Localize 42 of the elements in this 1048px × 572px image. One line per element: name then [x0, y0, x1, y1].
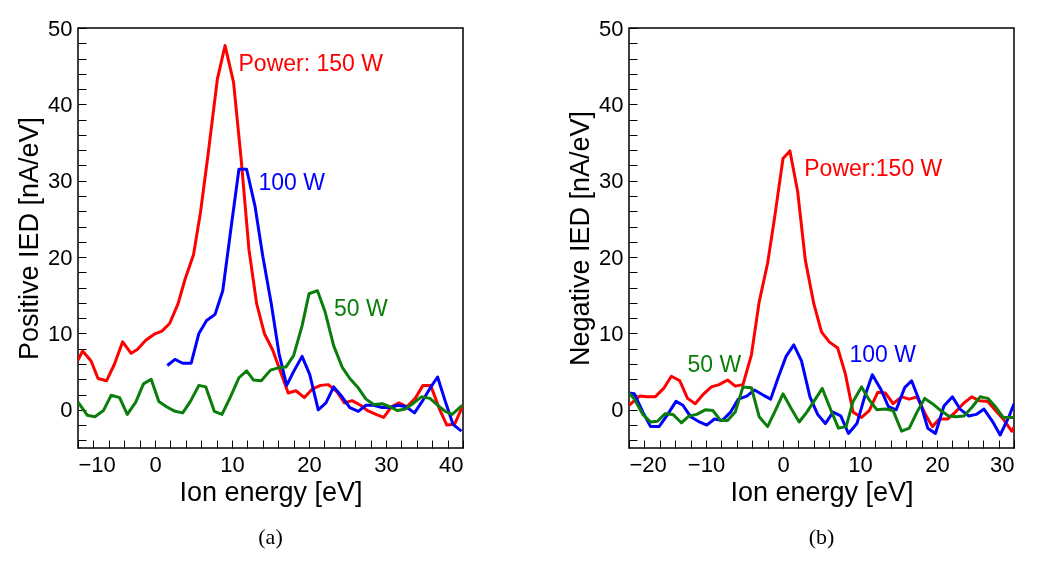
x-tick-label: −10 [78, 451, 116, 477]
x-tick-label: −10 [687, 451, 726, 477]
y-tick-label: 10 [599, 320, 624, 346]
text: (b) [808, 524, 835, 549]
line-series [78, 44, 463, 427]
x-tick-label: 0 [777, 451, 790, 477]
series-label: Power: 150 W [238, 49, 384, 76]
x-axis-title: Ion energy [eV] [730, 476, 914, 507]
x-tick-label: 20 [925, 451, 950, 477]
x-tick-label: 40 [439, 451, 464, 477]
y-tick-label: 40 [599, 91, 624, 117]
x-tick-label: 30 [374, 451, 399, 477]
y-tick-label: 0 [60, 397, 73, 423]
y-tick-label: 30 [599, 168, 624, 194]
x-tick-label: 20 [297, 451, 322, 477]
line-series [165, 167, 463, 433]
y-axis-title: Positive IED [nA/eV] [14, 116, 45, 361]
y-tick-label: 0 [611, 397, 624, 423]
series-label: 50 W [333, 294, 388, 321]
y-tick-label: 40 [48, 91, 73, 117]
y-tick-label: 20 [48, 244, 73, 270]
x-axis-title: Ion energy [eV] [179, 476, 363, 507]
series-label: 100 W [258, 169, 326, 196]
x-tick-label: 10 [848, 451, 873, 477]
y-tick-label: 30 [48, 168, 73, 194]
series-label: 50 W [687, 350, 742, 377]
x-tick-label: 30 [990, 451, 1015, 477]
x-tick-label: −20 [629, 451, 667, 477]
line-series [629, 343, 1014, 437]
line-series [629, 149, 1014, 433]
y-tick-label: 50 [48, 15, 73, 41]
series-label: Power:150 W [804, 154, 943, 181]
text: (a) [258, 524, 283, 549]
line-series [78, 289, 463, 419]
y-tick-label: 10 [48, 320, 73, 346]
series-label: 100 W [849, 340, 917, 367]
line-series [629, 385, 1014, 433]
x-tick-label: 0 [149, 451, 162, 477]
x-tick-label: 10 [220, 451, 245, 477]
y-tick-label: 50 [599, 15, 624, 41]
y-axis-title: Negative IED [nA/eV] [565, 110, 596, 367]
y-tick-label: 20 [599, 244, 624, 270]
